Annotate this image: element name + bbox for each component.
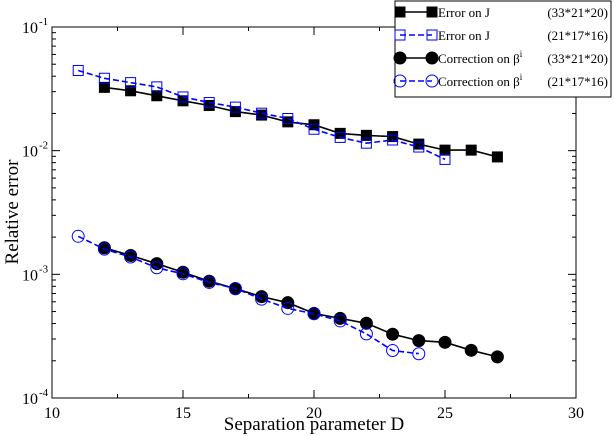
data-point	[307, 307, 321, 321]
legend-grid-label: (33*21*20)	[547, 5, 608, 20]
data-point	[333, 314, 347, 328]
x-tick-label: 15	[175, 405, 191, 422]
data-point	[281, 301, 295, 315]
legend-grid-label: (33*21*20)	[547, 51, 608, 66]
y-tick-exponent: -4	[39, 387, 49, 399]
data-point	[439, 144, 451, 156]
x-axis-label: Separation parameter D	[224, 414, 404, 435]
legend-grid-label: (21*17*16)	[547, 28, 608, 43]
data-point	[228, 282, 242, 296]
data-point	[464, 343, 478, 357]
data-point	[412, 334, 426, 348]
data-point	[308, 123, 320, 135]
data-point	[439, 153, 451, 165]
legend-grid-label: (21*17*16)	[547, 74, 608, 89]
data-point	[282, 113, 294, 125]
series-layer	[71, 64, 504, 364]
y-tick-exponent: -2	[39, 140, 48, 152]
legend-marker	[426, 6, 438, 18]
data-point	[151, 90, 163, 102]
data-point	[124, 250, 138, 264]
data-point	[125, 85, 137, 97]
legend-marker	[393, 74, 407, 88]
y-tick-exponent: -3	[39, 263, 49, 275]
y-tick-label: 10	[22, 391, 38, 408]
data-point	[203, 97, 215, 109]
data-point	[125, 77, 137, 89]
y-axis-label: Relative error	[2, 159, 23, 265]
y-tick-label: 10	[22, 267, 38, 284]
series-line	[77, 69, 446, 161]
data-point	[308, 119, 320, 131]
y-axis-ticks: 10-410-310-210-1	[22, 16, 576, 408]
y-tick-label: 10	[22, 144, 38, 161]
data-point	[465, 144, 477, 156]
data-point	[177, 91, 189, 103]
data-point	[202, 274, 216, 288]
legend-marker	[394, 29, 406, 41]
legend: Error on J (33*21*20) Error on J (21*17*16)…	[393, 0, 612, 98]
series-1	[72, 64, 451, 165]
data-point	[413, 141, 425, 153]
data-point	[255, 292, 269, 306]
data-point	[97, 242, 111, 256]
data-point	[412, 347, 426, 361]
data-point	[491, 151, 503, 163]
data-point	[387, 134, 399, 146]
data-point	[150, 261, 164, 275]
data-point	[98, 81, 110, 93]
data-point	[490, 350, 504, 364]
data-point	[151, 81, 163, 93]
data-point	[229, 101, 241, 113]
x-tick-label: 30	[568, 405, 584, 422]
data-point	[386, 327, 400, 341]
data-point	[71, 229, 85, 243]
y-tick-label: 10	[22, 20, 38, 37]
data-point	[360, 137, 372, 149]
x-tick-label: 25	[437, 405, 453, 422]
legend-marker	[425, 74, 439, 88]
data-point	[256, 107, 268, 119]
legend-marker	[426, 29, 438, 41]
data-point	[72, 64, 84, 76]
data-point	[202, 275, 216, 289]
data-point	[360, 129, 372, 141]
legend-marker	[425, 51, 439, 65]
data-point	[359, 316, 373, 330]
series-line	[77, 235, 419, 355]
x-tick-label: 20	[306, 405, 322, 422]
legend-label: Error on J	[438, 28, 490, 43]
data-point	[176, 267, 190, 281]
legend-label: Correction on βi	[438, 49, 523, 66]
data-point	[386, 344, 400, 358]
x-tick-label: 10	[44, 405, 60, 422]
data-point	[359, 327, 373, 341]
data-point	[334, 131, 346, 143]
data-point	[98, 72, 110, 84]
legend-label: Error on J	[438, 5, 490, 20]
legend-label: Correction on βi	[438, 72, 523, 89]
series-line	[104, 247, 498, 358]
series-3	[71, 229, 426, 361]
data-point	[438, 335, 452, 349]
legend-marker	[393, 51, 407, 65]
legend-marker	[394, 6, 406, 18]
y-tick-exponent: -1	[39, 16, 48, 28]
